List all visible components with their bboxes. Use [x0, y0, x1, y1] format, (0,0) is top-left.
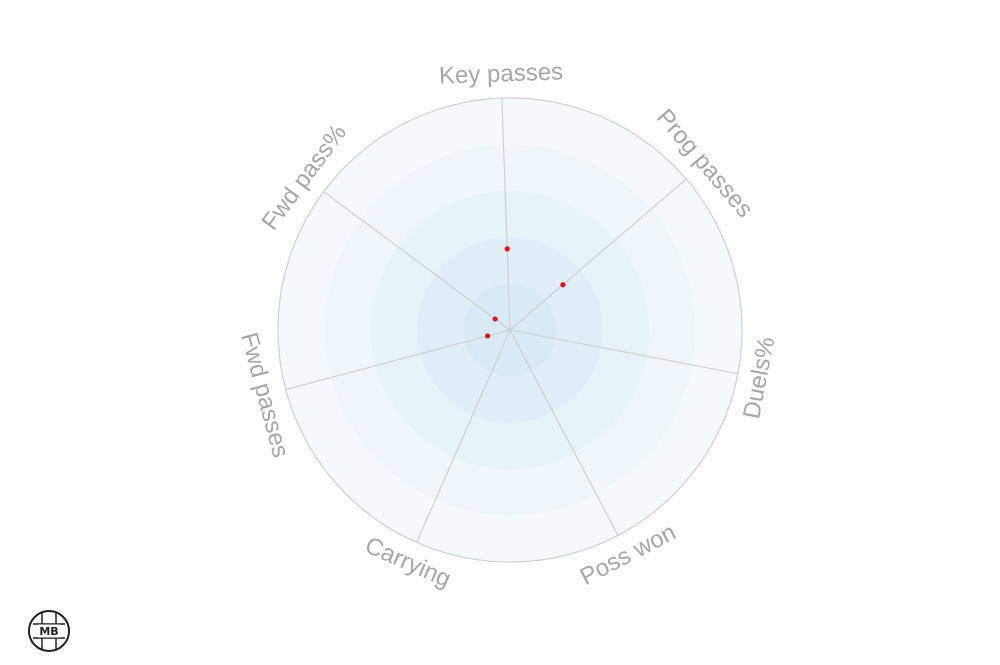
radar-outline: [277, 97, 743, 563]
axis-label-3: Duels%: [738, 335, 780, 421]
data-points: [484, 246, 566, 339]
radar-spokes: [285, 98, 738, 543]
data-point-1: [504, 246, 510, 252]
spoke-1: [501, 98, 511, 331]
data-point-7: [492, 316, 498, 322]
spoke-2: [509, 178, 687, 331]
spoke-7: [323, 191, 511, 331]
logo-text: MB: [39, 625, 58, 638]
data-point-2: [560, 282, 566, 288]
spoke-6: [285, 329, 511, 391]
mb-logo-icon: MB: [28, 610, 70, 652]
spoke-3: [509, 329, 738, 375]
spoke-4: [509, 329, 619, 536]
axis-label-1: Key passes: [439, 58, 564, 89]
data-point-6: [484, 333, 491, 339]
spoke-5: [416, 329, 511, 543]
